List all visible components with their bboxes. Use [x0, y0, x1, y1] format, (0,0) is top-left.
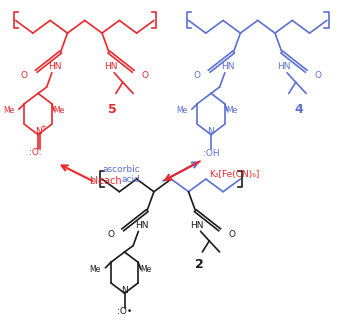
Text: K₃[Fe(CN)₆]: K₃[Fe(CN)₆]	[209, 170, 260, 179]
Text: N: N	[208, 127, 214, 136]
Text: Me: Me	[176, 106, 187, 115]
Text: HN: HN	[222, 62, 235, 71]
Text: O: O	[142, 71, 149, 80]
Text: :O•: :O•	[117, 307, 132, 316]
Text: Me: Me	[89, 265, 101, 274]
Text: :O:: :O:	[29, 148, 42, 156]
Text: HN: HN	[104, 62, 118, 71]
Text: O: O	[315, 71, 322, 80]
Text: N: N	[121, 285, 128, 295]
Text: :OH: :OH	[203, 148, 219, 157]
Text: O: O	[21, 71, 28, 80]
Text: Me: Me	[3, 106, 14, 115]
Text: bleach: bleach	[89, 176, 122, 186]
Text: +: +	[40, 124, 46, 130]
Text: O: O	[107, 230, 114, 239]
Text: ascorbic
acid: ascorbic acid	[102, 164, 140, 184]
Text: HN: HN	[277, 62, 290, 71]
Text: HN: HN	[191, 220, 204, 229]
Text: 2: 2	[194, 258, 203, 271]
Text: HN: HN	[49, 62, 62, 71]
Text: Me: Me	[226, 106, 238, 115]
Text: O: O	[228, 230, 235, 239]
Text: Me: Me	[53, 106, 65, 115]
Text: O: O	[194, 71, 201, 80]
Text: Me: Me	[140, 265, 151, 274]
Text: 4: 4	[295, 103, 304, 116]
Text: HN: HN	[135, 220, 149, 229]
Text: 5: 5	[108, 103, 117, 116]
Text: N: N	[35, 127, 42, 136]
